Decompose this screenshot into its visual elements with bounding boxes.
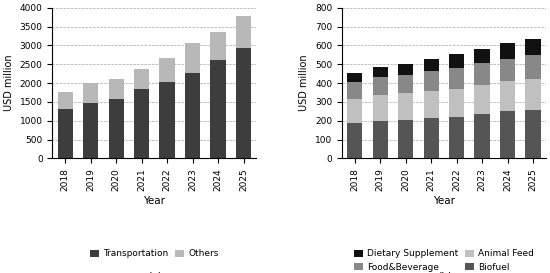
Y-axis label: USD million: USD million: [4, 55, 14, 111]
Bar: [500, 111, 515, 158]
Bar: [449, 54, 464, 68]
Bar: [134, 69, 149, 89]
Y-axis label: USD million: USD million: [299, 55, 310, 111]
Bar: [449, 89, 464, 117]
Bar: [83, 103, 98, 158]
Bar: [108, 99, 124, 158]
Bar: [398, 64, 413, 75]
Bar: [500, 81, 515, 111]
Bar: [475, 63, 490, 85]
Bar: [134, 89, 149, 158]
Bar: [449, 68, 464, 89]
Bar: [424, 118, 439, 158]
X-axis label: Year: Year: [144, 197, 166, 206]
Bar: [236, 48, 251, 158]
Bar: [347, 82, 362, 99]
Bar: [347, 99, 362, 123]
Legend: Dietary Supplement, Food&Beverage, Animal Feed, Biofuel: Dietary Supplement, Food&Beverage, Anima…: [350, 246, 537, 273]
Bar: [500, 43, 515, 58]
Bar: [398, 75, 413, 93]
Bar: [347, 73, 362, 82]
Bar: [398, 120, 413, 158]
Bar: [58, 92, 73, 109]
Bar: [347, 123, 362, 158]
Bar: [372, 77, 388, 95]
Bar: [211, 32, 226, 60]
Bar: [525, 39, 541, 55]
Bar: [108, 79, 124, 99]
Bar: [449, 117, 464, 158]
Bar: [500, 58, 515, 81]
Bar: [160, 58, 175, 82]
Bar: [525, 79, 541, 110]
Bar: [83, 83, 98, 103]
Bar: [185, 43, 200, 73]
Bar: [398, 93, 413, 120]
Legend: Transportation, Others: Transportation, Others: [87, 246, 222, 262]
Bar: [525, 55, 541, 79]
Bar: [424, 60, 439, 71]
Bar: [160, 82, 175, 158]
Bar: [372, 121, 388, 158]
Bar: [185, 73, 200, 158]
Bar: [424, 91, 439, 118]
Bar: [58, 109, 73, 158]
Bar: [424, 71, 439, 91]
Bar: [236, 16, 251, 48]
Text: (b): (b): [436, 271, 452, 273]
Bar: [372, 67, 388, 77]
Bar: [475, 49, 490, 63]
Text: (a): (a): [146, 271, 162, 273]
Bar: [475, 114, 490, 158]
Bar: [372, 95, 388, 121]
Bar: [211, 60, 226, 158]
Bar: [475, 85, 490, 114]
X-axis label: Year: Year: [433, 197, 455, 206]
Bar: [525, 110, 541, 158]
